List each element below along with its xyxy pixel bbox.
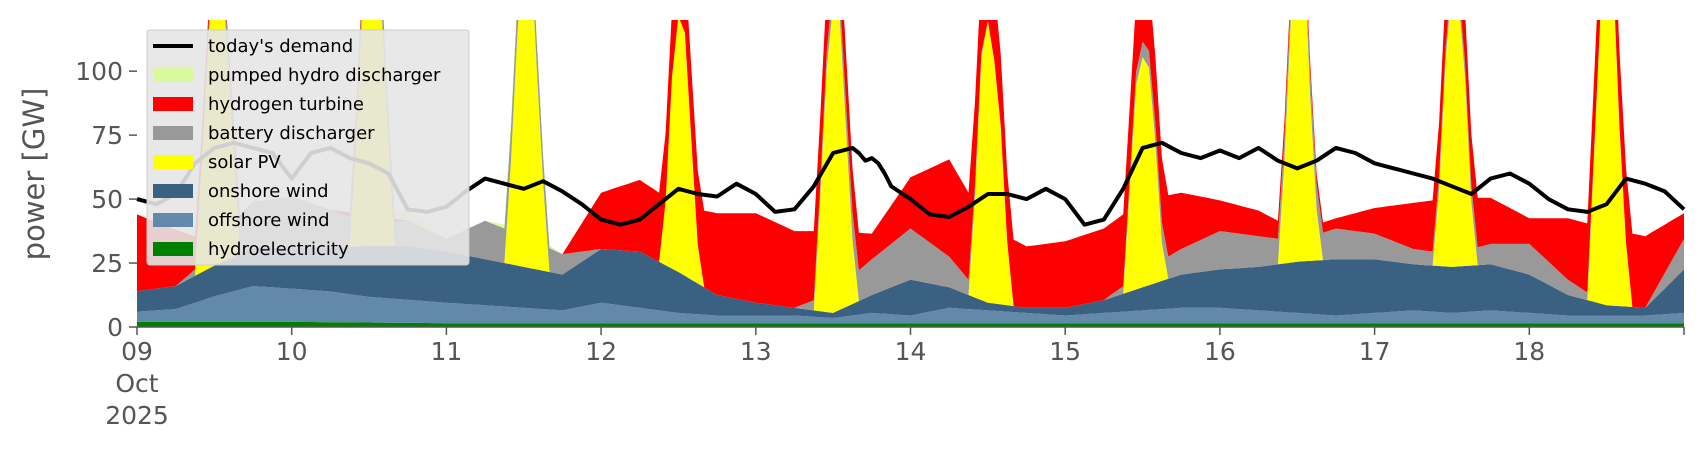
- legend-swatch-hydrogen-turbine: [153, 97, 193, 111]
- legend-swatch-offshore-wind: [153, 213, 193, 227]
- legend-label-today-s-demand: today's demand: [208, 36, 353, 57]
- x-tick-label: 14: [895, 337, 927, 366]
- x-tick-label: 13: [740, 337, 772, 366]
- y-axis-title: power [GW]: [17, 88, 51, 261]
- legend-label-offshore-wind: offshore wind: [208, 210, 330, 231]
- y-tick-label: 25: [91, 249, 123, 278]
- x-tick-label: 11: [430, 337, 462, 366]
- legend-box: [146, 29, 470, 266]
- legend-swatch-hydroelectricity: [153, 242, 193, 256]
- legend-swatch-battery-discharger: [153, 126, 193, 140]
- legend-label-hydroelectricity: hydroelectricity: [208, 239, 349, 260]
- legend-swatch-solar-pv: [153, 155, 193, 169]
- x-tick-label: 2025: [105, 401, 169, 430]
- y-tick-label: 50: [91, 185, 123, 214]
- y-tick-label: 100: [75, 57, 123, 86]
- x-tick-label: 16: [1204, 337, 1236, 366]
- legend-label-pumped-hydro-discharger: pumped hydro discharger: [208, 65, 441, 86]
- legend-swatch-onshore-wind: [153, 184, 193, 198]
- x-axis: 09 Oct 2025 10 11 12 13 14 15 16 17 18: [105, 327, 1685, 430]
- x-tick-label: 10: [276, 337, 308, 366]
- legend-swatch-pumped-hydro-discharger: [153, 68, 193, 82]
- area-battery-discharger: [137, 20, 1684, 311]
- area-onshore-wind: [137, 245, 1684, 318]
- legend-label-onshore-wind: onshore wind: [208, 181, 329, 202]
- x-tick-label: 17: [1359, 337, 1391, 366]
- legend: today's demand pumped hydro discharger hyd…: [146, 29, 470, 266]
- y-tick-label: 75: [91, 121, 123, 150]
- legend-label-solar-pv: solar PV: [208, 152, 281, 173]
- area-offshore-wind: [137, 286, 1684, 324]
- x-tick-label: Oct: [115, 369, 158, 398]
- x-tick-label: 09: [121, 337, 153, 366]
- area-solar-pv: [137, 20, 1684, 313]
- legend-label-hydrogen-turbine: hydrogen turbine: [208, 94, 364, 115]
- area-hydroelectricity: [137, 321, 1684, 327]
- y-tick-label: 0: [107, 313, 123, 342]
- legend-label-battery-discharger: battery discharger: [208, 123, 375, 144]
- x-tick-label: 15: [1049, 337, 1081, 366]
- stacked-areas: [137, 20, 1684, 327]
- x-tick-label: 12: [585, 337, 617, 366]
- y-axis: 0 25 50 75 100: [75, 57, 137, 342]
- x-tick-label: 18: [1513, 337, 1545, 366]
